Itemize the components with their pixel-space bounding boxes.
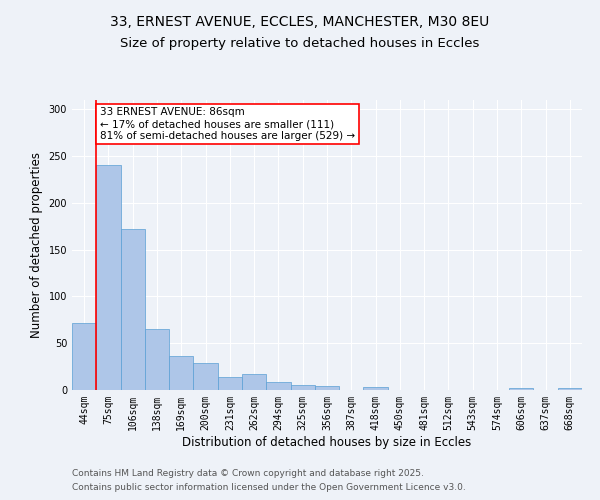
Bar [218,377,242,390]
Bar [193,363,218,390]
Bar [364,387,388,390]
Y-axis label: Number of detached properties: Number of detached properties [30,152,43,338]
Bar [145,329,169,390]
Bar [96,166,121,390]
Bar [509,388,533,390]
Text: Size of property relative to detached houses in Eccles: Size of property relative to detached ho… [121,38,479,51]
Bar [558,388,582,390]
Text: 33, ERNEST AVENUE, ECCLES, MANCHESTER, M30 8EU: 33, ERNEST AVENUE, ECCLES, MANCHESTER, M… [110,15,490,29]
Bar [290,386,315,390]
Bar [242,374,266,390]
Bar [315,386,339,390]
Text: 33 ERNEST AVENUE: 86sqm
← 17% of detached houses are smaller (111)
81% of semi-d: 33 ERNEST AVENUE: 86sqm ← 17% of detache… [100,108,355,140]
Bar [121,229,145,390]
Bar [266,382,290,390]
X-axis label: Distribution of detached houses by size in Eccles: Distribution of detached houses by size … [182,436,472,448]
Text: Contains public sector information licensed under the Open Government Licence v3: Contains public sector information licen… [72,484,466,492]
Bar [169,356,193,390]
Text: Contains HM Land Registry data © Crown copyright and database right 2025.: Contains HM Land Registry data © Crown c… [72,468,424,477]
Bar [72,322,96,390]
